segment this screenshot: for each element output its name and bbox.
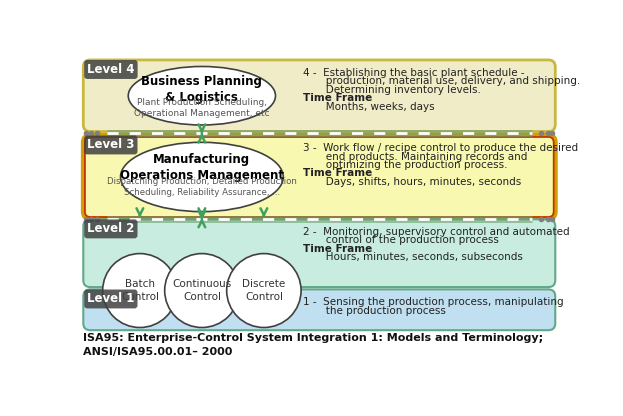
Text: Days, shifts, hours, minutes, seconds: Days, shifts, hours, minutes, seconds [303, 177, 521, 187]
Text: Level 3: Level 3 [87, 139, 135, 151]
Text: Time Frame: Time Frame [303, 168, 372, 178]
Ellipse shape [128, 67, 275, 125]
Text: Level 2: Level 2 [87, 223, 135, 235]
Text: Level 1: Level 1 [87, 292, 135, 305]
FancyBboxPatch shape [83, 219, 555, 287]
Text: ISA95: Enterprise-Control System Integration 1: Models and Terminology;
ANSI/ISA: ISA95: Enterprise-Control System Integra… [83, 333, 543, 357]
FancyBboxPatch shape [83, 135, 555, 218]
FancyBboxPatch shape [83, 290, 555, 330]
Text: Plant Production Scheduling,
Operational Management, etc: Plant Production Scheduling, Operational… [134, 98, 270, 118]
Ellipse shape [103, 254, 177, 327]
Text: Months, weeks, days: Months, weeks, days [303, 102, 434, 111]
Text: end products. Maintaining records and: end products. Maintaining records and [303, 151, 527, 161]
Text: optimizing the production process.: optimizing the production process. [303, 160, 507, 170]
Text: production, material use, delivery, and shipping.: production, material use, delivery, and … [303, 76, 580, 86]
Text: Continuous
Control: Continuous Control [172, 279, 232, 302]
Text: Time Frame: Time Frame [303, 93, 372, 103]
Text: Discrete
Control: Discrete Control [242, 279, 285, 302]
Text: Manufacturing
Operations Management: Manufacturing Operations Management [120, 153, 284, 182]
Ellipse shape [164, 254, 239, 327]
Text: 3 -  Work flow / recipe control to produce the desired: 3 - Work flow / recipe control to produc… [303, 143, 578, 153]
Text: Dispatching Production, Detailed Production
Scheduling, Reliability Assurance, .: Dispatching Production, Detailed Product… [107, 177, 297, 197]
Text: Hours, minutes, seconds, subseconds: Hours, minutes, seconds, subseconds [303, 253, 523, 262]
Text: Time Frame: Time Frame [303, 244, 372, 254]
Text: 2 -  Monitoring, supervisory control and automated: 2 - Monitoring, supervisory control and … [303, 227, 569, 237]
Text: control of the production process: control of the production process [303, 235, 498, 245]
Text: Determining inventory levels.: Determining inventory levels. [303, 84, 480, 94]
Text: the production process: the production process [303, 306, 445, 316]
Text: Business Planning
& Logistics: Business Planning & Logistics [141, 75, 262, 104]
Text: Level 4: Level 4 [87, 63, 135, 76]
Text: 4 -  Establishing the basic plant schedule -: 4 - Establishing the basic plant schedul… [303, 68, 524, 78]
Ellipse shape [227, 254, 301, 327]
Ellipse shape [120, 142, 283, 212]
Text: Batch
Control: Batch Control [121, 279, 159, 302]
FancyBboxPatch shape [83, 60, 555, 131]
Text: 1 -  Sensing the production process, manipulating: 1 - Sensing the production process, mani… [303, 297, 563, 307]
